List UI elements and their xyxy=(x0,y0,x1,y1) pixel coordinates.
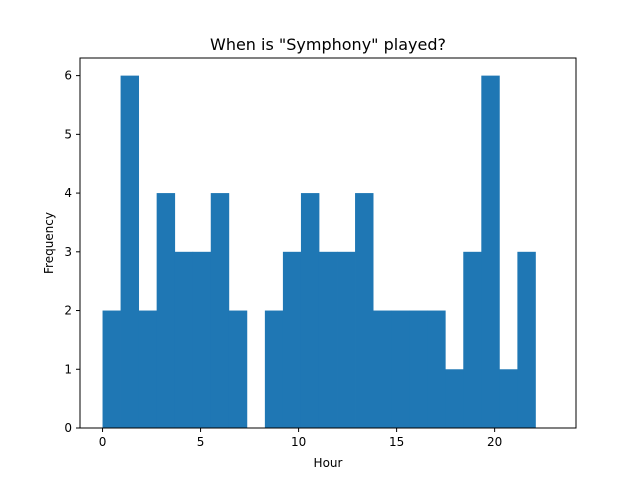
histogram-bar xyxy=(228,310,248,428)
histogram-bar xyxy=(210,193,230,428)
histogram-bar xyxy=(102,310,121,428)
histogram-bar xyxy=(282,251,302,428)
bars-group xyxy=(102,75,536,428)
y-tick-label: 0 xyxy=(64,421,72,435)
histogram-bar xyxy=(355,193,374,428)
histogram-bar xyxy=(373,310,392,428)
axes-frame xyxy=(79,57,577,429)
histogram-bar xyxy=(391,310,410,428)
x-tick-label: 10 xyxy=(291,435,306,449)
y-tick-label: 5 xyxy=(64,127,72,141)
histogram-bar xyxy=(318,251,338,428)
histogram-bar xyxy=(427,310,446,428)
histogram-bar xyxy=(120,75,140,428)
x-tick-label: 15 xyxy=(389,435,404,449)
axes-group: 0 5 10 15 20 0 1 2 3 4 5 6 xyxy=(64,57,577,449)
histogram-bar xyxy=(300,193,320,428)
x-tick-label: 20 xyxy=(487,435,502,449)
histogram-bar xyxy=(445,369,464,428)
y-axis-label: Frequency xyxy=(42,212,56,274)
histogram-bar xyxy=(192,251,212,428)
y-tick-label: 4 xyxy=(64,186,72,200)
x-axis-label: Hour xyxy=(314,456,343,470)
histogram-bar xyxy=(481,75,500,428)
histogram-bar xyxy=(463,251,482,428)
histogram-bar xyxy=(337,251,356,428)
y-tick-label: 6 xyxy=(64,69,72,83)
y-tick-label: 1 xyxy=(64,362,72,376)
histogram-bar xyxy=(138,310,158,428)
y-tick-label: 2 xyxy=(64,304,72,318)
x-tick-label: 5 xyxy=(197,435,205,449)
y-tick-label: 3 xyxy=(64,245,72,259)
x-tick-label: 0 xyxy=(99,435,107,449)
histogram-bar xyxy=(499,369,518,428)
histogram-bar xyxy=(409,310,428,428)
histogram-bar xyxy=(264,310,284,428)
histogram-bar xyxy=(174,251,194,428)
histogram-bar xyxy=(517,251,536,428)
chart-title: When is "Symphony" played? xyxy=(210,35,446,54)
histogram-bar xyxy=(156,193,176,428)
